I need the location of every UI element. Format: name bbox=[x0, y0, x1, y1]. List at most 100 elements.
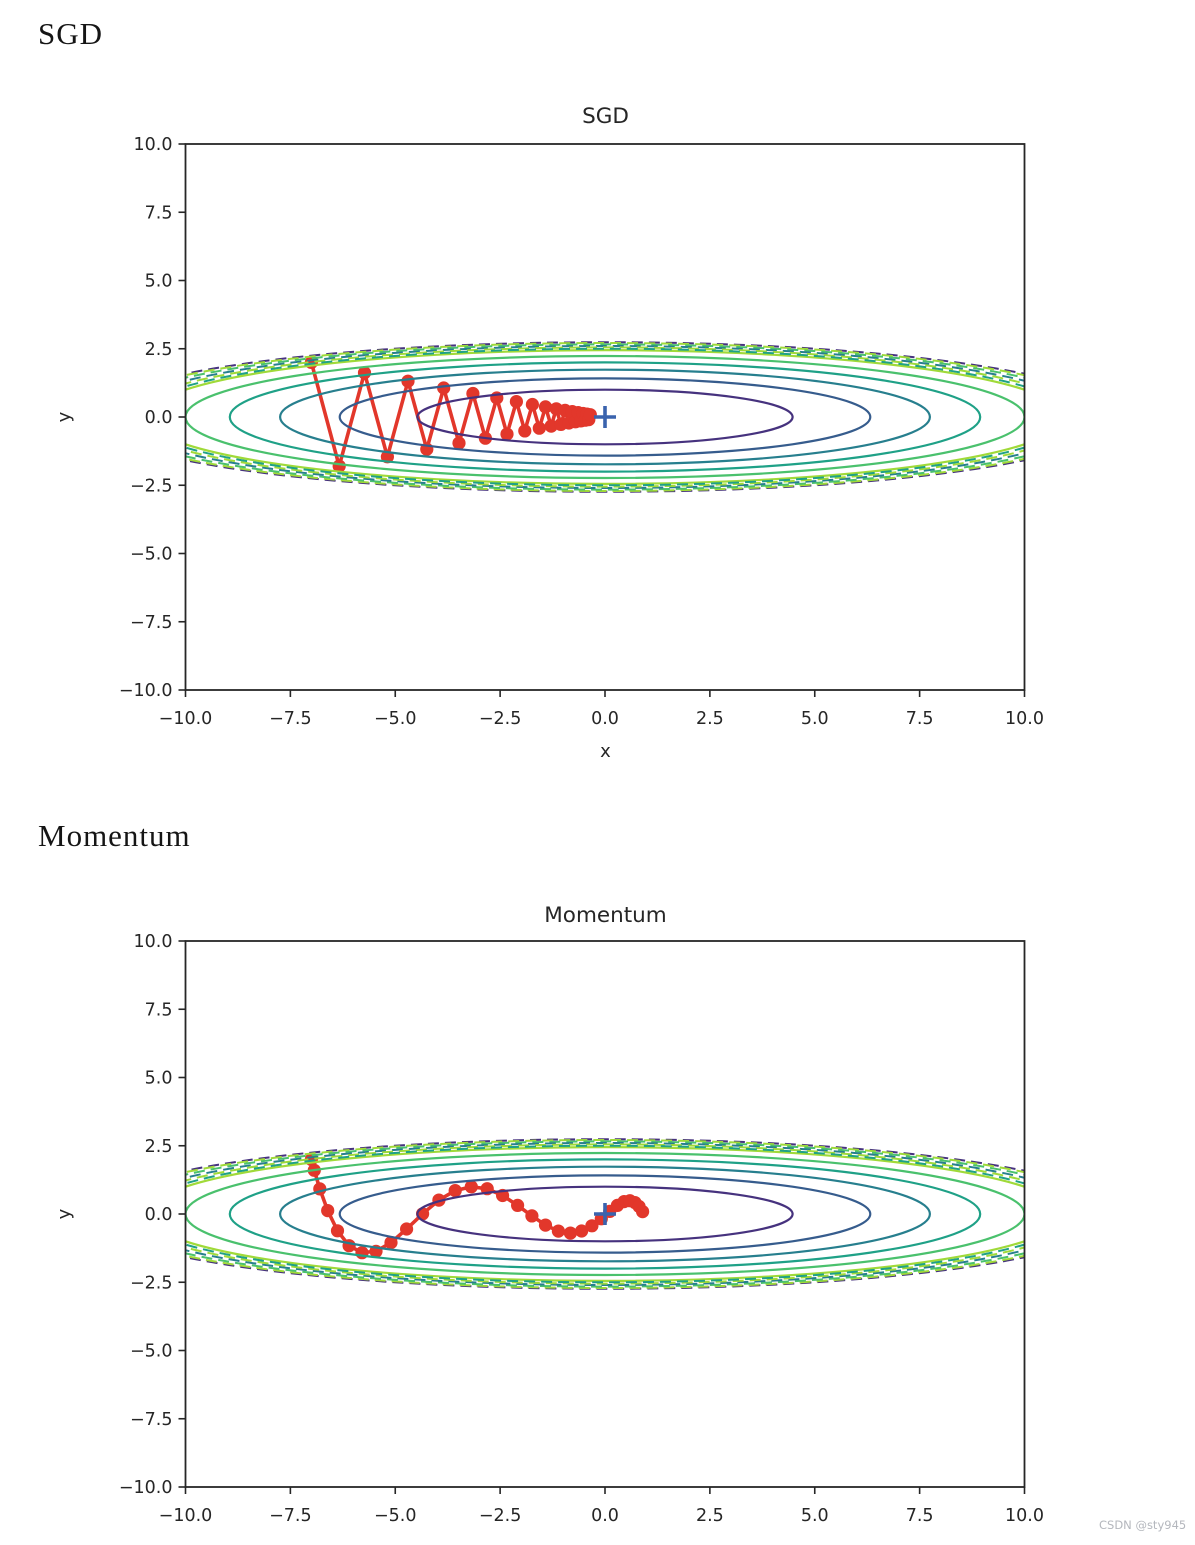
x-tick-label: −7.5 bbox=[269, 709, 312, 729]
contour-boundary-band bbox=[185, 343, 1025, 491]
trajectory-point bbox=[538, 400, 553, 414]
y-tick-label: −10.0 bbox=[119, 681, 173, 701]
y-tick-label: 2.5 bbox=[145, 340, 173, 360]
contour-level bbox=[416, 1185, 794, 1243]
optimum-plus-marker bbox=[594, 1203, 616, 1225]
y-axis-label-momentum: y bbox=[54, 1208, 75, 1220]
y-tick-label: 5.0 bbox=[145, 1069, 173, 1089]
y-tick-label: 7.5 bbox=[145, 1000, 173, 1020]
y-tick-label: 10.0 bbox=[134, 135, 173, 155]
contour-boundary-band bbox=[185, 1139, 1025, 1289]
x-tick-label: 7.5 bbox=[906, 1506, 934, 1526]
contour-level bbox=[185, 1146, 1025, 1282]
figure-momentum: −10.0 −7.5 −5.0 −2.5 0.0 2.5 5.0 7.5 10.0 10.0 7.5… bbox=[119, 932, 1044, 1526]
y-tick-label: −5.0 bbox=[130, 1342, 173, 1362]
y-tick-label: 7.5 bbox=[145, 203, 173, 223]
contour-boundary-band bbox=[185, 1143, 1025, 1285]
x-tick-label: −5.0 bbox=[374, 1506, 417, 1526]
trajectory-point bbox=[330, 1224, 345, 1238]
contour-level bbox=[228, 361, 982, 473]
contour-level bbox=[185, 354, 1025, 480]
trajectory-point bbox=[583, 408, 597, 422]
trajectory-point bbox=[585, 1219, 599, 1233]
x-tick-label: 0.0 bbox=[591, 709, 619, 729]
y-axis-ticks: 10.0 7.5 5.0 2.5 0.0 −2.5 −5.0 −7.5 −10.0 bbox=[119, 135, 186, 701]
x-tick-label: 7.5 bbox=[906, 709, 934, 729]
y-tick-label: −7.5 bbox=[130, 1410, 173, 1430]
y-tick-label: 0.0 bbox=[145, 1205, 173, 1225]
x-tick-label: −5.0 bbox=[374, 709, 417, 729]
contour-boundary-band bbox=[185, 345, 1025, 489]
csdn-watermark: CSDN @sty945 bbox=[1099, 1518, 1187, 1532]
trajectory-point bbox=[551, 1224, 566, 1238]
contour-lines bbox=[185, 341, 1025, 493]
optimum-plus-marker bbox=[594, 406, 616, 428]
x-tick-label: −2.5 bbox=[479, 1506, 522, 1526]
figure-sgd: −10.0 −7.5 −5.0 −2.5 0.0 2.5 5.0 7.5 10.0 10.0 7.5… bbox=[119, 135, 1044, 729]
contour-boundary-band bbox=[185, 1140, 1025, 1288]
contour-level bbox=[338, 1174, 872, 1254]
trajectory-point bbox=[518, 424, 532, 438]
y-tick-label: 5.0 bbox=[145, 272, 173, 292]
contour-level bbox=[416, 388, 794, 446]
trajectory-point bbox=[400, 1222, 414, 1236]
x-tick-label: 0.0 bbox=[591, 1506, 619, 1526]
x-tick-label: −10.0 bbox=[159, 1506, 213, 1526]
optimizer-trajectory bbox=[304, 1152, 650, 1260]
x-tick-label: 2.5 bbox=[696, 709, 724, 729]
contour-lines bbox=[185, 1138, 1025, 1290]
y-tick-label: −5.0 bbox=[130, 545, 173, 565]
contour-boundary-band bbox=[185, 1142, 1025, 1286]
trajectory-point bbox=[437, 381, 451, 395]
trajectory-point bbox=[636, 1205, 650, 1219]
trajectory-point bbox=[342, 1239, 356, 1253]
trajectory-point bbox=[355, 1246, 369, 1260]
trajectory-point bbox=[509, 395, 523, 409]
x-tick-label: 2.5 bbox=[696, 1506, 724, 1526]
contour-level bbox=[338, 377, 872, 457]
y-axis-label-sgd: y bbox=[54, 411, 75, 423]
y-tick-label: −2.5 bbox=[130, 476, 173, 496]
x-tick-label: 10.0 bbox=[1005, 709, 1044, 729]
chart-title-momentum: Momentum bbox=[544, 903, 667, 928]
contour-level bbox=[279, 1165, 931, 1263]
chart-title-sgd: SGD bbox=[582, 104, 629, 129]
trajectory-point bbox=[525, 397, 540, 412]
x-tick-label: 10.0 bbox=[1005, 1506, 1044, 1526]
trajectory-point bbox=[448, 1184, 462, 1198]
contour-level bbox=[228, 1158, 982, 1270]
x-axis-label-sgd: x bbox=[600, 741, 611, 762]
trajectory-point bbox=[525, 1209, 539, 1223]
contour-level bbox=[185, 1151, 1025, 1277]
y-tick-label: 0.0 bbox=[145, 408, 173, 428]
x-tick-label: 5.0 bbox=[801, 709, 829, 729]
x-tick-label: −2.5 bbox=[479, 709, 522, 729]
trajectory-point bbox=[321, 1204, 335, 1218]
trajectory-point bbox=[452, 436, 466, 450]
contour-level bbox=[185, 349, 1025, 485]
trajectory-point bbox=[510, 1198, 525, 1212]
trajectory-point bbox=[538, 1218, 553, 1232]
x-tick-label: 5.0 bbox=[801, 1506, 829, 1526]
x-tick-label: −10.0 bbox=[159, 709, 213, 729]
trajectory-point bbox=[401, 374, 415, 388]
y-tick-label: −10.0 bbox=[119, 1478, 173, 1498]
y-tick-label: −7.5 bbox=[130, 613, 173, 633]
section-heading-momentum: Momentum bbox=[38, 818, 191, 853]
y-tick-label: 2.5 bbox=[145, 1137, 173, 1157]
y-tick-label: 10.0 bbox=[134, 932, 173, 952]
x-axis-ticks: −10.0 −7.5 −5.0 −2.5 0.0 2.5 5.0 7.5 10.0 bbox=[159, 1487, 1044, 1526]
contour-level bbox=[279, 368, 931, 466]
y-axis-ticks: 10.0 7.5 5.0 2.5 0.0 −2.5 −5.0 −7.5 −10.0 bbox=[119, 932, 186, 1498]
trajectory-point bbox=[384, 1236, 398, 1250]
trajectory-point bbox=[575, 1224, 589, 1238]
trajectory-point bbox=[464, 1180, 478, 1194]
trajectory-point bbox=[500, 427, 514, 441]
y-tick-label: −2.5 bbox=[130, 1273, 173, 1293]
x-tick-label: −7.5 bbox=[269, 1506, 312, 1526]
section-heading-sgd: SGD bbox=[38, 16, 104, 51]
contour-boundary-band bbox=[185, 342, 1025, 492]
trajectory-point bbox=[532, 421, 546, 435]
